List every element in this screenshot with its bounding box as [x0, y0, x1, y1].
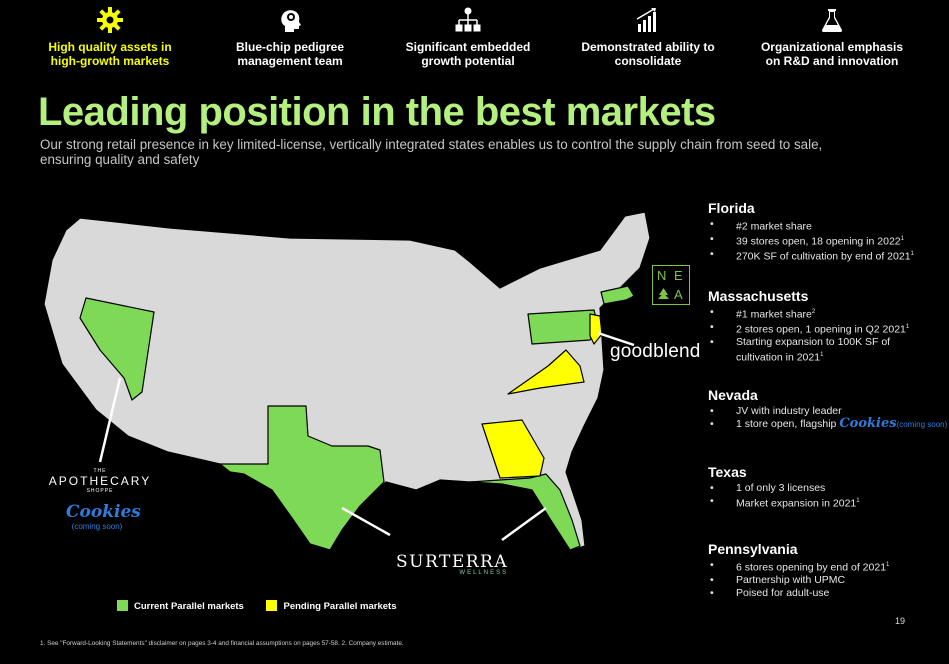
state-massachusetts [600, 285, 635, 305]
apothecary-bottom: SHOPPE [86, 488, 114, 494]
market-bullet: 6 stores opening by end of 20211 [708, 559, 948, 574]
pillar-management-team: Blue-chip pedigree management team [200, 0, 380, 68]
market-name: Nevada [708, 387, 758, 403]
surterra-wellness-logo: SURTERRA WELLNESS [396, 552, 508, 576]
apothecary-name: APOTHECARY [48, 474, 152, 488]
legend-swatch-pending [266, 600, 278, 611]
flask-icon [822, 9, 842, 32]
nea-letter-n: N [657, 268, 667, 283]
pillar-rd-innovation: Organizational emphasis on R&D and innova… [742, 0, 922, 68]
legend-swatch-current [117, 600, 128, 611]
cookies-coming-soon-small: (coming soon) [896, 419, 948, 429]
market-name: Massachusetts [708, 288, 809, 304]
state-virginia [507, 349, 585, 395]
pillar-line1: Significant embedded [405, 40, 531, 54]
pillar-line2: growth potential [421, 54, 515, 68]
pointer-florida [501, 506, 547, 542]
page-subtitle: Our strong retail presence in key limite… [40, 137, 823, 167]
bar-chart-icon [636, 8, 656, 32]
page-number: 19 [895, 616, 906, 626]
goodblend-logo: goodblend [610, 341, 701, 362]
state-texas [219, 405, 385, 551]
state-nevada [79, 297, 155, 401]
legend-item-pending: Pending Parallel markets [266, 600, 396, 612]
market-florida: Florida #2 market share 39 stores open, … [708, 200, 948, 263]
market-bullet: Market expansion in 20211 [708, 495, 948, 510]
gear-icon [97, 7, 123, 33]
surterra-wordmark: SURTERRA [396, 552, 509, 572]
pillar-consolidate: Demonstrated ability to consolidate [558, 0, 738, 68]
cookies-coming-soon: (coming soon) [71, 522, 123, 531]
pillar-high-quality-assets: High quality assets in high-growth market… [20, 0, 200, 68]
market-bullet: JV with industry leader [708, 405, 948, 418]
market-massachusetts: Massachusetts #1 market share2 2 stores … [708, 288, 948, 364]
cookies-wordmark-small: Cookies [839, 415, 897, 431]
market-bullet: 1 of only 3 licenses [708, 482, 948, 495]
market-name: Texas [708, 464, 747, 480]
market-bullet: Starting expansion to 100K SF of cultiva… [708, 336, 908, 364]
state-pennsylvania [527, 309, 599, 345]
market-nevada: Nevada JV with industry leader 1 store o… [708, 387, 948, 431]
page-title: Leading position in the best markets [38, 90, 716, 134]
pillar-growth-potential: Significant embedded growth potential [378, 0, 558, 68]
market-bullet: Partnership with UPMC [708, 574, 948, 587]
pillar-line1: Demonstrated ability to [581, 40, 715, 54]
pillar-line1: Blue-chip pedigree [235, 40, 345, 54]
market-bullet: 39 stores open, 18 opening in 20221 [708, 233, 948, 248]
market-pennsylvania: Pennsylvania 6 stores opening by end of … [708, 541, 948, 599]
market-name: Florida [708, 200, 755, 216]
market-bullet: 1 store open, flagship Cookies(coming so… [708, 415, 948, 432]
market-texas: Texas 1 of only 3 licenses Market expans… [708, 464, 948, 510]
head-gear-icon [281, 10, 301, 32]
state-georgia [481, 419, 545, 479]
footnote: 1. See "Forward-Looking Statements" disc… [40, 640, 404, 647]
us-market-map [43, 211, 651, 551]
cookies-logo: Cookies (coming soon) [66, 502, 141, 531]
pillar-line1: High quality assets in [48, 40, 172, 54]
state-new-jersey [589, 313, 603, 345]
market-bullet: 2 stores open, 1 opening in Q2 20211 [708, 321, 948, 336]
apothecary-top: THE [93, 468, 107, 474]
pointer-texas [341, 506, 391, 537]
nea-letter-a: A [674, 287, 683, 302]
market-bullet: 270K SF of cultivation by end of 20211 [708, 248, 948, 263]
pillar-line2: on R&D and innovation [765, 54, 899, 68]
value-pillars: High quality assets in high-growth market… [0, 0, 949, 80]
market-name: Pennsylvania [708, 541, 798, 557]
pillar-line2: high-growth markets [50, 54, 170, 68]
legend-item-current: Current Parallel markets [117, 600, 244, 612]
pillar-line1: Organizational emphasis [760, 40, 904, 54]
pillar-line2: management team [237, 54, 343, 68]
tree-icon [658, 288, 669, 299]
nea-letter-e: E [674, 268, 683, 283]
map-legend: Current Parallel markets Pending Paralle… [117, 600, 396, 612]
apothecary-shoppe-logo: THE APOTHECARY SHOPPE [38, 468, 162, 494]
pillar-line2: consolidate [614, 54, 682, 68]
pointer-new-jersey [597, 331, 635, 347]
pointer-nevada [98, 377, 122, 463]
cookies-wordmark: Cookies [66, 502, 141, 522]
nea-logo: N E A [652, 265, 690, 305]
market-bullet: #1 market share2 [708, 306, 948, 321]
market-bullet: #2 market share [708, 218, 948, 233]
surterra-subtitle: WELLNESS [459, 570, 509, 576]
hierarchy-icon [455, 7, 481, 32]
market-bullet: Poised for adult-use [708, 587, 948, 600]
